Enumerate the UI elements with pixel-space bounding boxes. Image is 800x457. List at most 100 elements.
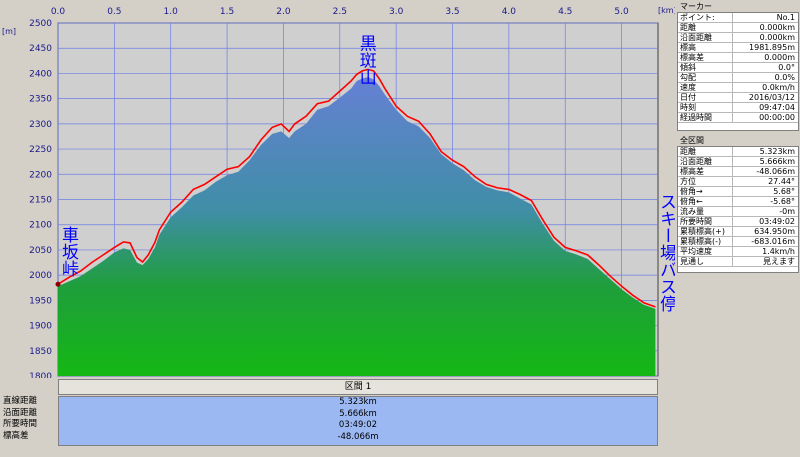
- total-label: 見通し: [678, 257, 733, 266]
- section-label-elapsed-time: 所要時間: [3, 419, 38, 429]
- total-row: 距離 5.323km: [678, 147, 798, 157]
- marker-label: 傾斜: [678, 63, 733, 72]
- y-tick-label: 1800: [29, 372, 52, 378]
- total-value: 03:49:02: [759, 217, 795, 226]
- total-label: 距離: [678, 147, 733, 156]
- x-tick-label: 2.0: [276, 7, 291, 17]
- total-label: 流み量: [678, 207, 733, 216]
- total-value: -0m: [779, 207, 795, 216]
- total-row: 方位 27.44°: [678, 177, 798, 187]
- total-label: 累積標高(+): [678, 227, 733, 236]
- marker-row: 傾斜 0.0°: [678, 63, 798, 73]
- marker-value: 0.0%: [774, 73, 795, 82]
- marker-value: 09:47:04: [759, 103, 795, 112]
- marker-row: 沿面距離 0.000km: [678, 33, 798, 43]
- section-header[interactable]: 区間 1: [58, 379, 658, 395]
- section-value-elevation-diff: -48.066m: [337, 431, 379, 442]
- section-label-straight-distance: 直線距離: [3, 396, 38, 406]
- total-table: 距離 5.323km 沿面距離 5.666km 標高差 -48.066m 方位 27.44° 俯…: [677, 146, 799, 273]
- y-axis-ticks: 2500 2450 2400 2350 2300 2250 2200 2150 2100 2050…: [29, 19, 52, 378]
- total-panel-title: 全区間: [680, 136, 704, 145]
- total-value: -48.066m: [756, 167, 795, 176]
- x-axis-ticks: 0.0 0.5 1.0 1.5 2.0 2.5 3.0 3.5 4.0 4.5 5.0: [51, 7, 629, 17]
- marker-row: 速度 0.0km/h: [678, 83, 798, 93]
- total-row: 累積標高(-) -683.016m: [678, 237, 798, 247]
- marker-label: 標高差: [678, 53, 733, 62]
- total-value: 5.666km: [759, 157, 795, 166]
- chart-canvas[interactable]: 0.0 0.5 1.0 1.5 2.0 2.5 3.0 3.5 4.0 4.5 5.0 2500 24…: [0, 0, 675, 378]
- x-tick-label: 1.5: [220, 7, 234, 17]
- total-row: 累積標高(+) 634.950m: [678, 227, 798, 237]
- info-panel: マーカー ポイント: No.1 距離 0.000km 沿面距離 0.000km 標高 1981…: [677, 1, 799, 456]
- section-stats-labels: 直線距離 沿面距離 所要時間 標高差: [0, 396, 58, 446]
- marker-table: ポイント: No.1 距離 0.000km 沿面距離 0.000km 標高 1981.895m…: [677, 12, 799, 131]
- total-label: 沿面距離: [678, 157, 733, 166]
- marker-label: 距離: [678, 23, 733, 32]
- total-value: -5.68°: [770, 197, 795, 206]
- total-value: -683.016m: [751, 237, 795, 246]
- marker-value: No.1: [776, 13, 795, 22]
- marker-row: 時刻 09:47:04: [678, 103, 798, 113]
- y-tick-label: 2300: [29, 120, 52, 130]
- x-tick-label: 3.0: [389, 7, 404, 17]
- section-label-elevation-diff: 標高差: [3, 430, 29, 441]
- marker-panel-title: マーカー: [680, 2, 712, 11]
- y-tick-label: 2500: [29, 19, 52, 29]
- total-row: 俯角→ 5.68°: [678, 187, 798, 197]
- end-point-label: スキー場バス停: [656, 193, 675, 313]
- marker-value: 00:00:00: [759, 113, 795, 122]
- marker-value: 0.000km: [759, 33, 795, 42]
- marker-row: 勾配 0.0%: [678, 73, 798, 83]
- total-row: 見通し 見えます: [678, 257, 798, 267]
- total-value: 27.44°: [768, 177, 795, 186]
- start-point-label: 車坂峠: [58, 226, 79, 277]
- y-unit-label: [m]: [2, 27, 16, 36]
- marker-label: 経過時間: [678, 113, 733, 122]
- total-row: 標高差 -48.066m: [678, 167, 798, 177]
- marker-row: 日付 2016/03/12: [678, 93, 798, 103]
- x-tick-label: 1.0: [164, 7, 179, 17]
- total-value: 5.323km: [759, 147, 795, 156]
- y-tick-label: 2200: [29, 170, 52, 180]
- marker-row: 標高 1981.895m: [678, 43, 798, 53]
- section-stats-values: 5.323km 5.666km 03:49:02 -48.066m: [58, 396, 658, 446]
- y-tick-label: 2000: [29, 271, 52, 281]
- marker-label: 標高: [678, 43, 733, 52]
- marker-label: 沿面距離: [678, 33, 733, 42]
- y-tick-label: 1950: [29, 296, 52, 306]
- section-value-elapsed-time: 03:49:02: [338, 420, 378, 430]
- total-label: 累積標高(-): [678, 237, 733, 246]
- marker-label: ポイント:: [678, 13, 733, 22]
- marker-value: 0.0°: [778, 63, 795, 72]
- section-value-straight-distance: 5.323km: [339, 397, 377, 407]
- y-tick-label: 1900: [29, 322, 52, 332]
- marker-row: ポイント: No.1: [678, 13, 798, 23]
- total-row: 所要時間 03:49:02: [678, 217, 798, 227]
- total-value: 見えます: [763, 257, 795, 266]
- elevation-area: [58, 77, 656, 376]
- x-tick-label: 3.5: [445, 7, 459, 17]
- y-tick-label: 2400: [29, 69, 52, 79]
- marker-row: 経過時間 00:00:00: [678, 113, 798, 123]
- y-tick-label: 1850: [29, 347, 52, 357]
- total-row: 平均速度 1.4km/h: [678, 247, 798, 257]
- x-tick-label: 4.0: [502, 7, 517, 17]
- total-label: 標高差: [678, 167, 733, 176]
- marker-value: 0.000km: [759, 23, 795, 32]
- start-marker[interactable]: [55, 281, 61, 287]
- y-tick-label: 2050: [29, 246, 52, 256]
- y-tick-label: 2350: [29, 95, 52, 105]
- total-value: 1.4km/h: [762, 247, 795, 256]
- total-label: 所要時間: [678, 217, 733, 226]
- marker-value: 2016/03/12: [748, 93, 795, 102]
- x-tick-label: 2.5: [333, 7, 347, 17]
- elevation-profile-chart[interactable]: 0.0 0.5 1.0 1.5 2.0 2.5 3.0 3.5 4.0 4.5 5.0 2500 24…: [0, 0, 675, 378]
- y-tick-label: 2250: [29, 145, 52, 155]
- y-tick-label: 2150: [29, 196, 52, 206]
- x-tick-label: 5.0: [614, 7, 629, 17]
- total-row: 流み量 -0m: [678, 207, 798, 217]
- total-row: 沿面距離 5.666km: [678, 157, 798, 167]
- marker-value: 0.000m: [764, 53, 795, 62]
- section-value-surface-distance: 5.666km: [339, 408, 377, 419]
